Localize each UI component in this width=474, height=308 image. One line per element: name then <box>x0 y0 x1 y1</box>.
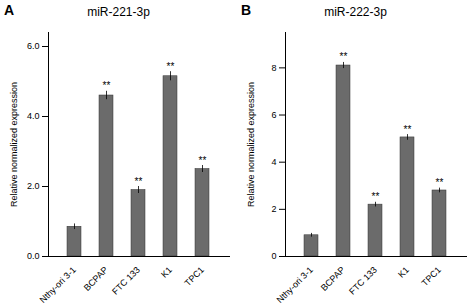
svg-text:**: ** <box>436 177 444 188</box>
svg-text:TPC1: TPC1 <box>183 265 206 288</box>
svg-text:4: 4 <box>271 157 276 167</box>
svg-text:BCPAP: BCPAP <box>319 265 347 293</box>
html-text:A: A <box>4 2 15 18</box>
svg-text:0: 0 <box>271 251 276 261</box>
html-text:B: B <box>241 2 252 18</box>
svg-text:4.0: 4.0 <box>27 111 40 121</box>
svg-text:6.0: 6.0 <box>27 41 40 51</box>
svg-text:**: ** <box>404 124 412 135</box>
svg-text:BCPAP: BCPAP <box>82 265 110 293</box>
svg-text:2: 2 <box>271 204 276 214</box>
svg-text:FTC 133: FTC 133 <box>110 265 142 297</box>
svg-text:2.0: 2.0 <box>27 181 40 191</box>
svg-text:**: ** <box>199 155 207 166</box>
html-text:miR-221-3p: miR-221-3p <box>87 5 150 19</box>
svg-text:0.0: 0.0 <box>27 251 40 261</box>
svg-text:**: ** <box>372 191 380 202</box>
svg-text:**: ** <box>340 51 348 62</box>
svg-text:8: 8 <box>271 63 276 73</box>
svg-text:FTC 133: FTC 133 <box>347 265 379 297</box>
svg-text:Nthy-ori 3-1: Nthy-ori 3-1 <box>275 265 315 305</box>
svg-text:6: 6 <box>271 110 276 120</box>
svg-text:Relative normalized expression: Relative normalized expression <box>9 82 19 207</box>
svg-text:K1: K1 <box>396 265 411 280</box>
svg-text:**: ** <box>167 61 175 72</box>
svg-text:Nthy-ori 3-1: Nthy-ori 3-1 <box>38 265 78 305</box>
svg-text:**: ** <box>135 176 143 187</box>
svg-text:K1: K1 <box>159 265 174 280</box>
svg-text:**: ** <box>103 80 111 91</box>
svg-text:TPC1: TPC1 <box>420 265 443 288</box>
svg-text:Relative normalized expression: Relative normalized expression <box>246 82 256 207</box>
html-text:miR-222-3p: miR-222-3p <box>324 5 387 19</box>
